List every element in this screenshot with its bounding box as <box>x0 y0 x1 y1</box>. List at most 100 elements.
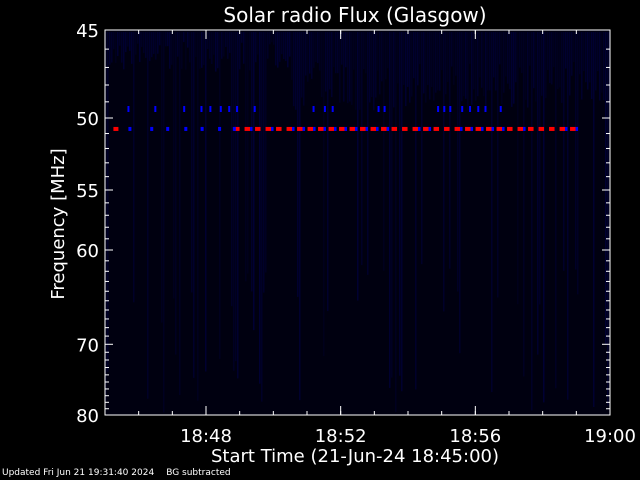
spectrogram-column <box>169 32 171 69</box>
spectrogram-column <box>361 32 363 266</box>
interference-segment <box>184 126 188 131</box>
spectrogram-column <box>175 32 177 355</box>
spectrogram-column <box>309 32 311 74</box>
spectrogram-column <box>385 32 387 80</box>
spectrogram-column <box>589 32 591 83</box>
spectrogram-column <box>227 32 229 59</box>
spectrogram-column <box>443 32 445 312</box>
spectrogram-column <box>285 32 287 61</box>
spectrogram-column <box>337 32 339 74</box>
spectrogram-column <box>259 32 261 384</box>
interference-segment <box>183 106 186 112</box>
spectrogram-column <box>383 32 385 271</box>
spectrogram-column <box>145 32 147 58</box>
spectrogram-column <box>467 32 469 111</box>
spectrogram-column <box>373 32 375 111</box>
interference-segment <box>383 106 386 112</box>
spectrogram-column <box>199 32 201 69</box>
spectrogram-column <box>345 32 347 68</box>
spectrogram-column <box>559 32 561 88</box>
interference-segment <box>292 126 295 131</box>
spectrogram-column <box>193 32 195 378</box>
x-axis-label: Start Time (21-Jun-24 18:45:00) <box>211 446 499 467</box>
spectrogram-column <box>427 32 429 85</box>
spectrogram-column <box>591 32 593 99</box>
spectrogram-column <box>481 32 483 88</box>
spectrogram-column <box>341 32 343 65</box>
spectrogram-column <box>379 32 381 95</box>
spectrogram-column <box>607 32 609 406</box>
spectrogram-column <box>221 32 223 59</box>
spectrogram-column <box>147 32 149 399</box>
interference-segment <box>418 126 421 131</box>
spectrogram-column <box>355 32 357 110</box>
spectrogram-column <box>275 32 277 66</box>
interference-segment <box>412 126 419 131</box>
interference-segment <box>423 126 429 131</box>
spectrogram-column <box>307 32 309 82</box>
spectrogram-column <box>321 32 323 97</box>
spectrogram-column <box>339 32 341 103</box>
spectrogram-column <box>303 32 305 106</box>
interference-segment <box>166 126 170 131</box>
spectrogram-column <box>327 32 329 312</box>
spectrogram-column <box>401 32 403 392</box>
spectrogram-column <box>505 32 507 77</box>
interference-segment <box>549 126 555 131</box>
interference-segment <box>443 106 446 112</box>
interference-segment <box>307 126 314 131</box>
interference-segment <box>538 126 545 131</box>
interference-segment <box>323 106 326 112</box>
spectrogram-column <box>297 32 299 297</box>
spectrogram-column <box>105 32 107 401</box>
spectrogram-column <box>519 32 521 68</box>
interference-segment <box>128 126 132 131</box>
spectrogram-column <box>287 32 289 68</box>
spectrogram-column <box>323 32 325 357</box>
spectrogram-column <box>119 32 121 46</box>
spectrogram-column <box>399 32 401 376</box>
y-tick-label: 50 <box>76 109 99 130</box>
spectrogram-column <box>249 32 251 71</box>
interference-segment <box>313 126 316 131</box>
spectrogram-column <box>485 32 487 112</box>
spectrogram-column <box>213 32 215 55</box>
interference-segment <box>496 126 503 131</box>
spectrogram-column <box>601 32 603 93</box>
spectrogram-column <box>517 32 519 305</box>
spectrogram-column <box>245 32 247 282</box>
spectrogram-column <box>593 32 595 408</box>
spectrogram-column <box>185 32 187 70</box>
spectrogram-column <box>311 32 313 79</box>
interference-segment <box>377 106 380 112</box>
interference-segment <box>334 126 337 131</box>
spectrogram-column <box>163 32 165 413</box>
spectrogram-column <box>453 32 455 85</box>
plot-frame <box>104 29 611 416</box>
spectrogram-column <box>537 32 539 355</box>
spectrogram-column <box>425 32 427 103</box>
spectrogram-column <box>405 32 407 107</box>
spectrogram-column <box>555 32 557 389</box>
spectrogram-column <box>393 32 395 108</box>
spectrogram-column <box>437 32 439 91</box>
spectrogram-column <box>497 32 499 298</box>
spectrogram-column <box>377 32 379 71</box>
spectrogram-column <box>395 32 397 412</box>
spectrogram-column <box>269 32 271 45</box>
spectrogram-column <box>261 32 263 402</box>
spectrogram-column <box>397 32 399 84</box>
spectrogram-column <box>211 32 213 65</box>
interference-segment <box>344 126 348 131</box>
interference-segment <box>127 106 130 112</box>
spectrogram-column <box>359 32 361 110</box>
spectrogram-column <box>451 32 453 67</box>
spectrogram-column <box>207 32 209 50</box>
spectrogram-column <box>565 32 567 69</box>
spectrogram-column <box>357 32 359 301</box>
spectrogram-column <box>313 32 315 68</box>
interference-segment <box>360 126 366 131</box>
spectrogram-column <box>111 32 113 63</box>
interference-segment <box>232 126 236 131</box>
spectrogram-column <box>435 32 437 93</box>
